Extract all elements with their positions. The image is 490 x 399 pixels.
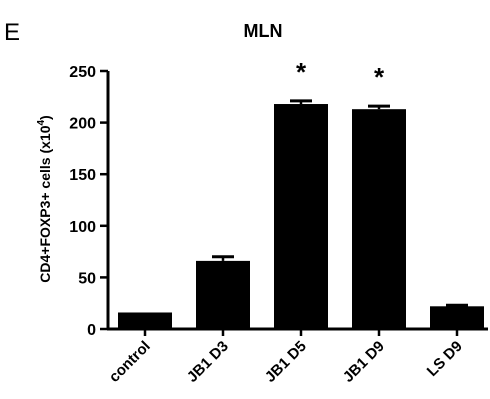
plot-area: 0 50 100 150 200 250 control JB1 D3 * JB1 D5 * JB1 … — [69, 57, 488, 386]
y-tick-label: 50 — [78, 270, 96, 287]
x-tick-label: control — [106, 338, 154, 386]
significance-marker: * — [374, 62, 385, 92]
bar — [118, 312, 172, 329]
y-axis-label-close: ) — [37, 115, 53, 120]
bar — [430, 306, 484, 329]
y-tick-label: 100 — [69, 219, 96, 236]
bar — [274, 104, 328, 329]
y-tick-label: 0 — [87, 322, 96, 339]
x-tick-label: LS D9 — [424, 338, 466, 380]
x-tick-label: JB1 D5 — [262, 338, 310, 386]
significance-marker: * — [296, 57, 307, 87]
bar — [196, 260, 250, 329]
x-tick-label: JB1 D3 — [184, 338, 232, 386]
y-axis-label: CD4+FOXP3+ cells (x104) — [36, 115, 53, 282]
x-tick-label: JB1 D9 — [340, 338, 388, 386]
y-tick-label: 200 — [69, 116, 96, 133]
y-axis-label-main: CD4+FOXP3+ cells (x10 — [37, 125, 53, 282]
chart-title: MLN — [244, 21, 283, 41]
panel-label: E — [4, 19, 20, 46]
bar — [352, 109, 406, 330]
y-tick-label: 250 — [69, 64, 96, 81]
y-tick-label: 150 — [69, 167, 96, 184]
y-axis-label-exponent: 4 — [36, 120, 47, 126]
